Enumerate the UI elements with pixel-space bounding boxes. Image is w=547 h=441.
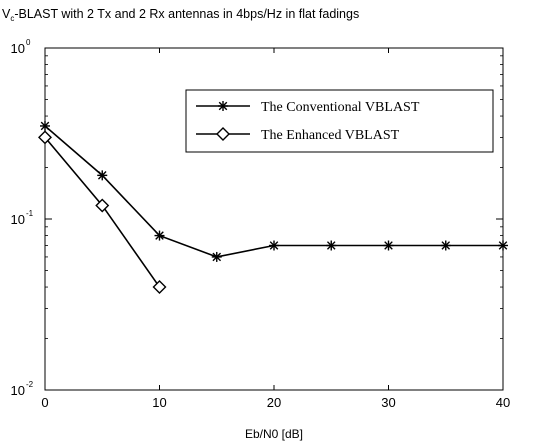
x-tick-label: 40 bbox=[496, 395, 510, 410]
legend-label-conventional: The Conventional VBLAST bbox=[261, 100, 420, 115]
legend-marker-enhanced bbox=[216, 127, 230, 141]
legend-marker-conventional bbox=[218, 101, 228, 111]
data-point-enhanced bbox=[38, 130, 52, 145]
data-point-conventional bbox=[383, 240, 394, 251]
y-tick-exponent: -2 bbox=[26, 380, 34, 389]
data-point-enhanced bbox=[95, 198, 110, 213]
x-axis-label: Eb/N0 [dB] bbox=[245, 427, 303, 441]
chart-title: Vc-BLAST with 2 Tx and 2 Rx antennas in … bbox=[2, 7, 359, 23]
chart-title-rest: -BLAST with 2 Tx and 2 Rx antennas in 4b… bbox=[14, 7, 359, 21]
legend: The Conventional VBLAST The Enhanced VBL… bbox=[185, 89, 494, 153]
x-tick-label: 20 bbox=[267, 395, 281, 410]
y-tick-label: 10 bbox=[11, 41, 25, 56]
legend-entry-enhanced: The Enhanced VBLAST bbox=[196, 127, 400, 143]
data-point-conventional bbox=[498, 240, 508, 251]
y-tick-base: 10 bbox=[11, 383, 25, 398]
y-tick-exponent: -1 bbox=[26, 209, 34, 218]
data-point-conventional bbox=[40, 120, 50, 131]
legend-label-enhanced: The Enhanced VBLAST bbox=[261, 128, 400, 143]
legend-entry-conventional: The Conventional VBLAST bbox=[196, 100, 420, 115]
data-point-enhanced bbox=[152, 280, 167, 295]
y-tick-exponent: 0 bbox=[26, 38, 31, 47]
series-layer bbox=[38, 120, 508, 295]
data-point-conventional bbox=[97, 170, 108, 181]
data-point-conventional bbox=[269, 240, 279, 251]
chart-title-main: V bbox=[2, 7, 11, 21]
y-tick-base: 10 bbox=[11, 41, 25, 56]
data-point-conventional bbox=[211, 251, 222, 262]
data-point-conventional bbox=[154, 230, 165, 241]
y-tick-base: 10 bbox=[11, 212, 25, 227]
data-point-conventional bbox=[440, 240, 451, 251]
x-tick-label: 30 bbox=[381, 395, 395, 410]
data-point-conventional bbox=[326, 240, 337, 251]
chart-title-subscript: c bbox=[10, 14, 14, 23]
legend-box bbox=[185, 89, 494, 153]
x-tick-label: 0 bbox=[41, 395, 48, 410]
y-tick-label: 10 bbox=[11, 383, 25, 398]
x-tick-label: 10 bbox=[152, 395, 166, 410]
y-tick-label: 10 bbox=[11, 212, 25, 227]
